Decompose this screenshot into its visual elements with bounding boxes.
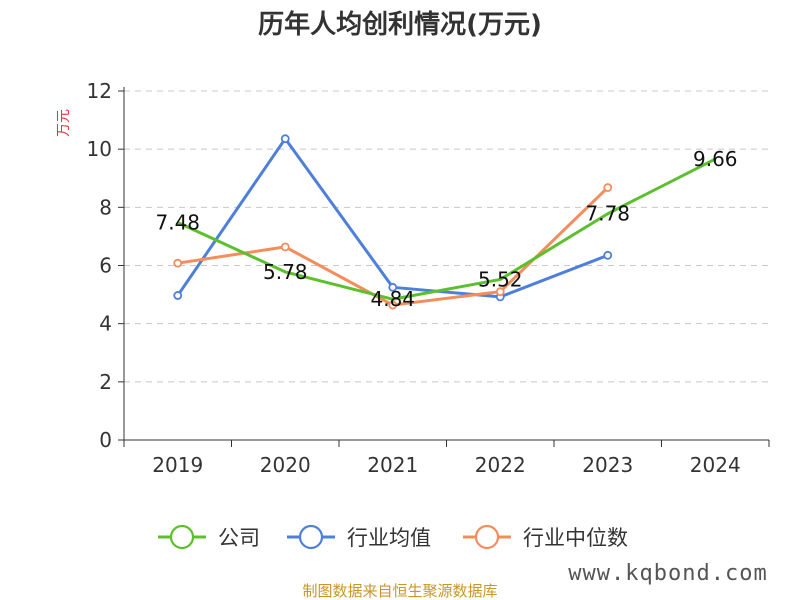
series-point[interactable] bbox=[603, 183, 613, 192]
series-point[interactable] bbox=[388, 300, 398, 310]
legend-item[interactable]: 行业中位数 bbox=[463, 524, 628, 550]
y-tick-label: 0 bbox=[99, 428, 112, 452]
series-point[interactable] bbox=[603, 250, 613, 260]
source-note: 制图数据来自恒生聚源数据库 bbox=[302, 582, 497, 600]
series bbox=[173, 134, 716, 310]
data-label: 9.66 bbox=[693, 147, 738, 171]
series-point[interactable] bbox=[173, 258, 183, 268]
x-tick-label: 2021 bbox=[367, 453, 418, 477]
data-label: 7.48 bbox=[155, 210, 200, 234]
x-tick-label: 2024 bbox=[690, 453, 741, 477]
legend-label: 行业中位数 bbox=[523, 526, 628, 550]
y-tick-label: 8 bbox=[99, 195, 112, 219]
data-label: 7.78 bbox=[585, 202, 630, 226]
series-point[interactable] bbox=[280, 242, 290, 252]
watermark: www.kqbond.com bbox=[568, 561, 767, 586]
legend-marker bbox=[298, 524, 324, 550]
x-tick-label: 2023 bbox=[582, 453, 633, 477]
y-axis-unit: 万元 bbox=[56, 109, 72, 137]
series-point[interactable] bbox=[280, 134, 290, 144]
series-point[interactable] bbox=[388, 282, 398, 292]
legend-label: 公司 bbox=[218, 526, 260, 550]
legend-item[interactable]: 行业均值 bbox=[287, 524, 431, 550]
legend-marker bbox=[169, 524, 195, 550]
y-tick-label: 6 bbox=[99, 254, 112, 278]
series-line bbox=[177, 157, 716, 301]
grid bbox=[124, 90, 769, 383]
x-tick-label: 2020 bbox=[260, 453, 311, 477]
x-tick-label: 2022 bbox=[475, 453, 526, 477]
series-point[interactable] bbox=[173, 291, 183, 300]
y-tick-label: 10 bbox=[87, 137, 112, 161]
legend-label: 行业均值 bbox=[347, 526, 431, 550]
series-line bbox=[176, 137, 609, 299]
legend-item[interactable]: 公司 bbox=[158, 524, 260, 550]
y-tick-label: 4 bbox=[99, 312, 112, 336]
x-tick-label: 2019 bbox=[152, 453, 203, 477]
y-tick-label: 12 bbox=[87, 79, 112, 103]
series-point[interactable] bbox=[495, 287, 505, 297]
data-labels: 7.48 5.78 4.84 5.52 7.78 9.66 bbox=[155, 147, 737, 311]
data-label: 5.78 bbox=[263, 260, 308, 284]
chart-title: 历年人均创利情况(万元) bbox=[258, 9, 542, 40]
data-label: 5.52 bbox=[478, 267, 523, 291]
axes: 0 2 4 6 8 10 12 2019 2020 2021 2022 2023 2024 bbox=[87, 79, 770, 477]
legend-marker bbox=[474, 524, 500, 550]
data-label: 4.84 bbox=[370, 287, 415, 311]
legend[interactable]: 公司 行业均值 行业中位数 bbox=[158, 524, 628, 550]
y-tick-label: 2 bbox=[99, 370, 112, 394]
